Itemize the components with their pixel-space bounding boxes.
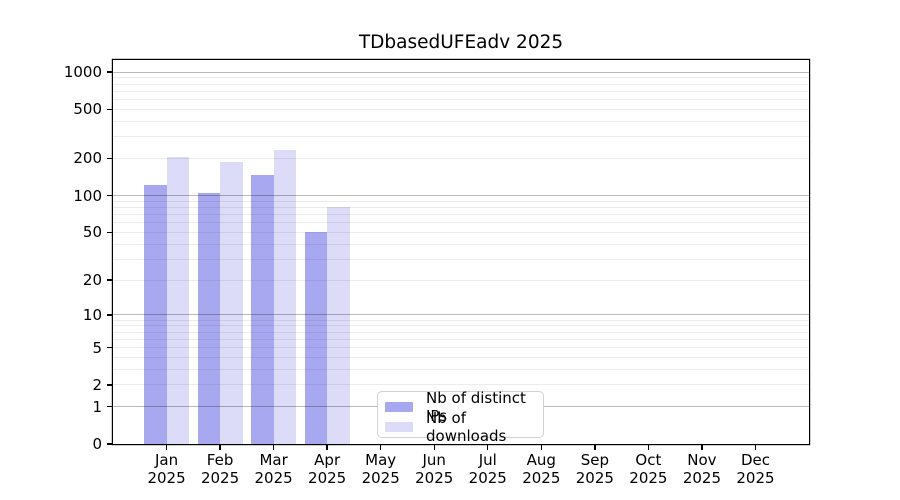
x-tick-label-dec: Dec 2025 bbox=[736, 451, 775, 487]
gridline-major-10 bbox=[113, 314, 809, 316]
y-tick-label-500: 500 bbox=[73, 100, 102, 119]
y-tick-label-0: 0 bbox=[92, 435, 102, 453]
legend-label-distinct-ips: Nb of distinct IPs bbox=[426, 389, 526, 425]
y-tick-1000 bbox=[107, 71, 112, 73]
y-tick-500 bbox=[107, 108, 112, 110]
gridline-minor-200 bbox=[113, 157, 809, 159]
bar-distinct-ips-mar bbox=[251, 174, 274, 444]
gridline-minor-40 bbox=[113, 243, 809, 245]
gridline-minor-30 bbox=[113, 258, 809, 260]
bar-downloads-jan bbox=[166, 157, 190, 444]
x-tick-aug bbox=[540, 445, 542, 450]
x-tick-label-may: May 2025 bbox=[361, 451, 400, 487]
x-tick-label-jan: Jan 2025 bbox=[147, 451, 186, 487]
chart-title: TDbasedUFEadv 2025 bbox=[358, 32, 564, 53]
bar-downloads-apr bbox=[327, 207, 350, 444]
y-tick-1 bbox=[107, 405, 112, 408]
gridline-minor-300 bbox=[113, 136, 809, 138]
x-tick-jun bbox=[433, 445, 435, 450]
bar-downloads-mar bbox=[273, 150, 297, 444]
bar-distinct-ips-apr bbox=[304, 232, 328, 444]
y-tick-10 bbox=[107, 314, 112, 316]
gridline-minor-5 bbox=[113, 347, 809, 349]
legend: Nb of distinct IPs Nb of downloads bbox=[377, 389, 544, 445]
x-tick-label-feb: Feb 2025 bbox=[200, 451, 240, 487]
bar-downloads-feb bbox=[220, 162, 243, 444]
y-tick-label-2: 2 bbox=[92, 375, 102, 394]
y-tick-label-10: 10 bbox=[82, 305, 102, 324]
x-tick-apr bbox=[326, 445, 328, 450]
gridline-minor-900 bbox=[113, 77, 809, 79]
gridline-minor-20 bbox=[113, 279, 809, 281]
x-tick-feb bbox=[219, 445, 221, 450]
legend-entry-downloads: Nb of downloads bbox=[385, 409, 543, 445]
x-tick-label-mar: Mar 2025 bbox=[254, 451, 293, 487]
y-tick-100 bbox=[107, 194, 112, 197]
y-tick-label-50: 50 bbox=[82, 223, 102, 242]
x-tick-dec bbox=[754, 445, 757, 450]
gridline-minor-700 bbox=[113, 90, 809, 92]
gridline-minor-3 bbox=[113, 368, 809, 370]
legend-swatch-downloads-icon bbox=[385, 422, 413, 432]
x-tick-label-aug: Aug 2025 bbox=[522, 451, 561, 487]
x-tick-sep bbox=[594, 445, 596, 450]
x-tick-may bbox=[379, 445, 382, 450]
gridline-minor-800 bbox=[113, 83, 809, 85]
bar-distinct-ips-feb bbox=[197, 193, 221, 444]
x-tick-label-sep: Sep 2025 bbox=[575, 451, 614, 487]
gridline-minor-50 bbox=[113, 231, 809, 233]
gridline-minor-4 bbox=[113, 356, 809, 358]
gridline-minor-7 bbox=[113, 331, 809, 333]
x-tick-nov bbox=[701, 445, 703, 450]
y-tick-label-200: 200 bbox=[73, 149, 102, 168]
y-tick-label-100: 100 bbox=[73, 186, 102, 205]
x-tick-label-oct: Oct 2025 bbox=[629, 451, 668, 487]
gridline-minor-80 bbox=[113, 206, 809, 208]
x-tick-label-apr: Apr 2025 bbox=[308, 451, 347, 487]
gridline-minor-500 bbox=[113, 108, 809, 110]
y-tick-5 bbox=[107, 346, 112, 349]
legend-label-downloads: Nb of downloads bbox=[426, 409, 507, 445]
gridline-minor-90 bbox=[113, 200, 809, 202]
x-tick-label-jun: Jun 2025 bbox=[415, 451, 454, 487]
y-tick-label-1000: 1000 bbox=[63, 63, 102, 81]
y-tick-label-5: 5 bbox=[92, 338, 102, 357]
x-tick-jan bbox=[165, 445, 168, 450]
bar-distinct-ips-jan bbox=[144, 185, 167, 444]
x-tick-label-jul: Jul 2025 bbox=[468, 451, 507, 487]
gridline-major-1000 bbox=[113, 71, 809, 73]
y-tick-label-20: 20 bbox=[82, 271, 102, 290]
gridline-minor-9 bbox=[113, 319, 809, 321]
x-tick-oct bbox=[647, 445, 650, 450]
legend-entry-distinct-ips: Nb of distinct IPs bbox=[385, 389, 543, 425]
y-tick-label-1: 1 bbox=[92, 397, 102, 416]
gridline-minor-600 bbox=[113, 98, 809, 100]
x-tick-jul bbox=[487, 445, 489, 450]
gridline-minor-70 bbox=[113, 213, 809, 215]
legend-swatch-distinct-ips-icon bbox=[385, 402, 413, 412]
gridline-minor-2 bbox=[113, 384, 809, 386]
y-tick-2 bbox=[107, 384, 112, 386]
gridline-minor-8 bbox=[113, 325, 809, 327]
gridline-major-100 bbox=[113, 195, 809, 196]
gridline-minor-60 bbox=[113, 222, 809, 224]
gridline-minor-400 bbox=[113, 120, 809, 122]
plot-area: 0 1 2 5 10 20 50 100 200 500 1000 Jan 2025 Feb 2025 M… bbox=[64, 60, 809, 486]
y-tick-200 bbox=[107, 157, 112, 160]
gridline-minor-6 bbox=[113, 338, 809, 340]
bars-layer bbox=[113, 60, 809, 444]
y-tick-0 bbox=[107, 443, 112, 445]
y-tick-50 bbox=[107, 231, 112, 233]
x-tick-label-nov: Nov 2025 bbox=[682, 451, 722, 487]
grid-layer bbox=[113, 60, 809, 444]
x-tick-mar bbox=[272, 445, 275, 450]
y-tick-20 bbox=[107, 279, 112, 281]
